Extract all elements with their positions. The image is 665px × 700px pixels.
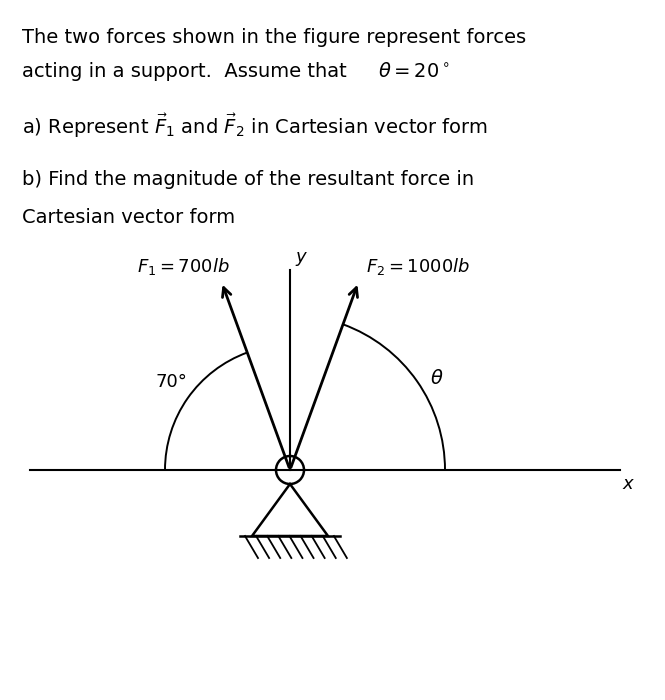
Text: $F_1 = 700lb$: $F_1 = 700lb$ [136,256,229,277]
Text: $x$: $x$ [622,475,635,493]
Text: The two forces shown in the figure represent forces: The two forces shown in the figure repre… [22,28,526,47]
Text: acting in a support.  Assume that: acting in a support. Assume that [22,62,353,81]
Text: 70°: 70° [156,373,188,391]
Text: $y$: $y$ [295,250,309,268]
Text: Cartesian vector form: Cartesian vector form [22,208,235,227]
Text: $\theta$: $\theta$ [430,369,444,388]
Text: b) Find the magnitude of the resultant force in: b) Find the magnitude of the resultant f… [22,170,474,189]
Text: a) Represent $\vec{F}_1$ and $\vec{F}_2$ in Cartesian vector form: a) Represent $\vec{F}_1$ and $\vec{F}_2$… [22,112,488,140]
Text: $F_2 = 1000lb$: $F_2 = 1000lb$ [366,256,471,277]
Text: $\theta = 20^\circ$: $\theta = 20^\circ$ [378,62,450,81]
